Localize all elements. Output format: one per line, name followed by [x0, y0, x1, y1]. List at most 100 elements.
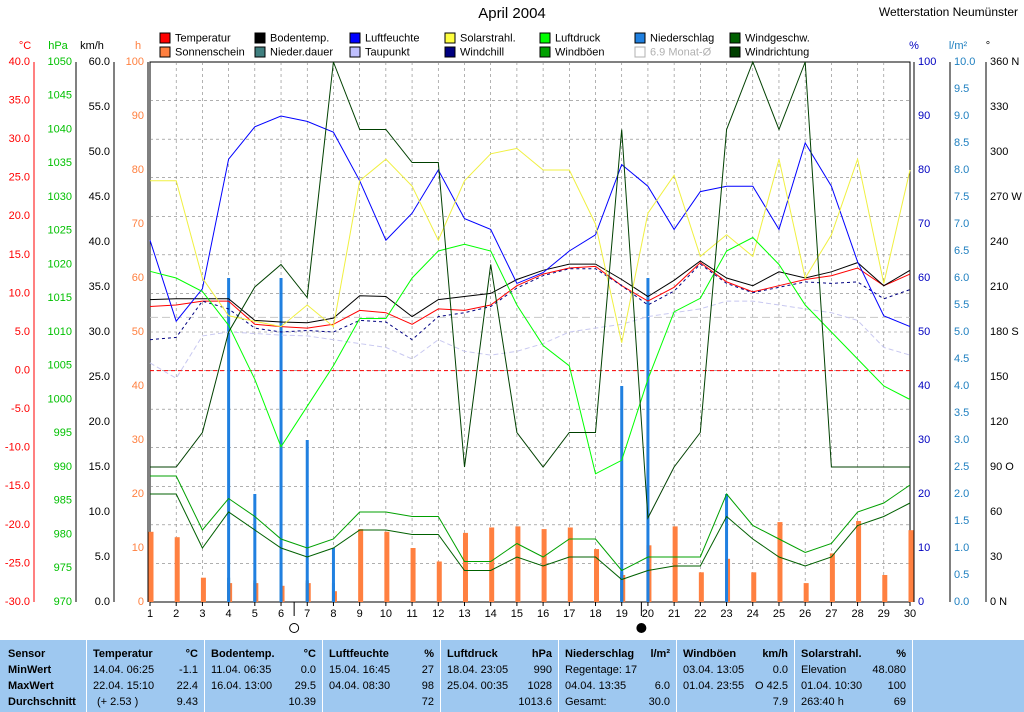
tick-label: 2.5 [954, 461, 969, 473]
tick-label: 45.0 [89, 191, 110, 203]
stats-solar-column: Solarstrahl.% Elevation 48.080 01.04. 10:… [795, 640, 913, 712]
stats-temperature-column: Temperatur °C 14.04. 06:25 -1.1 22.04. 15:… [87, 640, 205, 712]
stats-humidity-column: Luftfeuchte% 15.04. 16:45 27 04.04. 08:30… [323, 640, 441, 712]
x-tick-label: 23 [720, 608, 732, 620]
stats-rain-total-val: 30.0 [648, 696, 670, 708]
tick-label: 90 [918, 110, 930, 122]
bar [672, 526, 678, 602]
tick-label: 8.5 [954, 137, 969, 149]
tick-label: 1000 [48, 393, 72, 405]
tick-label: 5.5 [954, 299, 969, 311]
x-tick-label: 7 [304, 608, 310, 620]
tick-label: 30 [990, 551, 1002, 563]
tick-label: 1045 [48, 90, 72, 102]
tick-label: 180 S [990, 326, 1019, 338]
grid [150, 62, 910, 602]
series-line-solarstrahl- [150, 147, 911, 343]
tick-label: 270 W [990, 191, 1022, 203]
legend-label: Nieder.dauer [270, 47, 333, 59]
tick-label: 10 [918, 542, 930, 554]
x-tick-label: 28 [851, 608, 863, 620]
chart-svg: 40.035.030.025.020.015.010.05.00.0-5.0-1… [5, 32, 1022, 633]
bar [515, 526, 521, 602]
stats-row-min: MinWert [8, 664, 52, 676]
tick-label: 7.5 [954, 191, 969, 203]
stats-press-unit: hPa [531, 648, 552, 660]
stats-press-max-date: 25.04. 00:35 [447, 680, 509, 692]
bar [777, 522, 783, 602]
tick-label: 360 N [990, 56, 1019, 68]
tick-label: 9.5 [954, 83, 969, 95]
tick-label: 4.0 [954, 380, 969, 392]
tick-label: 7.0 [954, 218, 969, 230]
series-line-windb-en [150, 475, 911, 572]
x-tick-label: 10 [380, 608, 392, 620]
tick-label: 70 [918, 218, 930, 230]
x-tick-label: 19 [616, 608, 628, 620]
tick-label: 3.5 [954, 407, 969, 419]
legend-swatch [444, 46, 456, 58]
x-tick-label: 21 [668, 608, 680, 620]
tick-label: 8.0 [954, 164, 969, 176]
bar [384, 531, 390, 602]
tick-label: 5.0 [15, 326, 30, 338]
legend-label: Luftdruck [555, 33, 601, 45]
stats-gust-min-val: 0.0 [772, 664, 788, 676]
stats-pressure-column: Luftdruck hPa 18.04. 23:05 990 25.04. 00:3… [441, 640, 559, 712]
tick-label: 210 [990, 281, 1008, 293]
stats-solar-unit: % [896, 648, 906, 660]
bar [829, 553, 835, 602]
tick-label: 1035 [48, 157, 72, 169]
bar [305, 440, 309, 602]
stats-soil-max-date: 16.04. 13:00 [211, 680, 273, 692]
tick-label: 70 [132, 218, 144, 230]
tick-label: 20 [918, 488, 930, 500]
tick-label: 40.0 [89, 236, 110, 248]
stats-soil-unit: °C [303, 648, 316, 660]
tick-label: 1005 [48, 360, 72, 372]
bars-niederschlag [227, 278, 729, 602]
tick-label: 90 [132, 110, 144, 122]
chart-title: April 2004 [478, 5, 546, 22]
axis-unit-label: km/h [80, 40, 104, 52]
x-tick-label: 1 [147, 608, 153, 620]
legend-label: Sonnenschein [175, 47, 245, 59]
tick-label: 1025 [48, 225, 72, 237]
tick-label: 35.0 [9, 94, 30, 106]
legend-swatch [634, 46, 646, 58]
x-tick-label: 24 [747, 608, 759, 620]
new-moon-icon [289, 623, 300, 633]
tick-label: 300 [990, 146, 1008, 158]
tick-label: -20.0 [5, 519, 30, 531]
tick-label: 15.0 [89, 461, 110, 473]
legend-swatch [539, 32, 551, 44]
stats-solar-title: Solarstrahl. [801, 648, 862, 660]
legend-swatch [349, 32, 361, 44]
tick-label: 25.0 [9, 172, 30, 184]
tick-label: 80 [132, 164, 144, 176]
x-tick-label: 8 [330, 608, 336, 620]
x-tick-label: 18 [589, 608, 601, 620]
stats-temp-avg-val: 9.43 [176, 696, 198, 708]
stats-soil-column: Bodentemp. °C 11.04. 06:35 0.0 16.04. 13:0… [205, 640, 323, 712]
stats-temp-max-val: 22.4 [176, 680, 198, 692]
stats-temp-min-date: 14.04. 06:25 [93, 664, 155, 676]
tick-label: 0 N [990, 596, 1007, 608]
legend-swatch [729, 46, 741, 58]
tick-label: 15.0 [9, 249, 30, 261]
stats-press-max-val: 1028 [527, 680, 552, 692]
stats-solar-avg-val: 69 [893, 696, 906, 708]
stats-soil-avg-val: 10.39 [288, 696, 316, 708]
x-tick-label: 9 [357, 608, 363, 620]
weather-chart: April 2004 Wetterstation Neumünster 40.0… [5, 5, 1022, 633]
legend-label: Windböen [555, 47, 605, 59]
tick-label: 985 [54, 495, 72, 507]
bar [882, 575, 888, 602]
stats-press-avg-val: 1013.6 [518, 696, 552, 708]
stats-temp-unit: °C [185, 648, 198, 660]
tick-label: 1020 [48, 258, 72, 270]
tick-label: 30 [132, 434, 144, 446]
legend-swatch [254, 32, 266, 44]
tick-label: 1.0 [954, 542, 969, 554]
full-moon-icon [636, 623, 647, 633]
